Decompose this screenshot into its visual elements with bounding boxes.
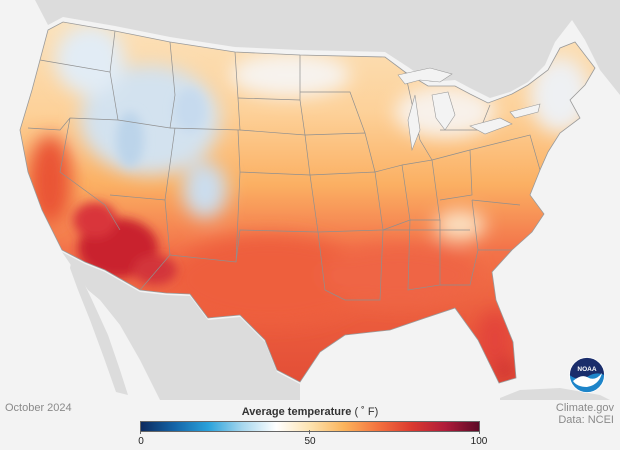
temperature-map: [0, 0, 620, 400]
site-credit: Climate.gov: [555, 402, 614, 414]
legend-title: Average temperature ( ˚ F): [140, 406, 480, 418]
map-svg: [0, 0, 620, 400]
data-source: Data: NCEI: [558, 414, 614, 426]
state-borders: [27, 30, 541, 301]
noaa-logo-icon: NOAA: [569, 357, 605, 393]
baja-land: [70, 258, 128, 395]
noaa-logo-text: NOAA: [577, 366, 596, 373]
cuba-land: [500, 388, 610, 400]
legend-tick-mark-0: [140, 430, 141, 434]
legend-tick-mark-100: [479, 430, 480, 434]
legend-colorbar: [140, 421, 480, 432]
legend-tick-mid: 50: [304, 436, 316, 447]
legend-tick-mark-50: [309, 430, 310, 434]
date-label: October 2024: [5, 402, 72, 414]
great-lakes: [397, 67, 541, 152]
canada-land: [0, 0, 620, 98]
legend-tick-max: 100: [470, 436, 488, 447]
credits: Climate.gov Data: NCEI: [556, 402, 614, 426]
legend-tick-min: 0: [138, 436, 144, 447]
legend-title-text: Average temperature: [241, 406, 352, 418]
legend-unit: ( ˚ F): [354, 406, 379, 418]
mexico-land: [62, 252, 300, 400]
